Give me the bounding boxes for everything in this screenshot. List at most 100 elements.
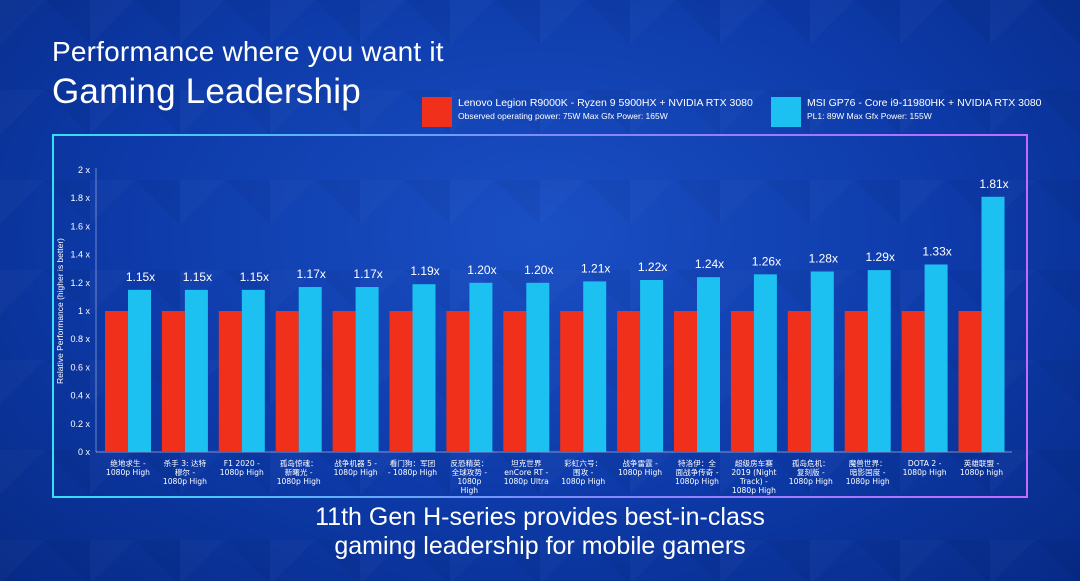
bar-msi [697, 277, 720, 452]
data-label: 1.19x [410, 264, 439, 278]
x-tick-label-line: 1080p [457, 477, 481, 486]
legend-sublabel: PL1: 89W Max Gfx Power: 155W [807, 111, 932, 121]
data-label: 1.17x [297, 267, 326, 281]
x-tick-label: 看门狗：军团- 1080p High [388, 458, 437, 477]
bar-msi [924, 264, 948, 452]
x-tick-label-line: Track) - [739, 477, 768, 486]
x-tick-label-line: 围攻 - [573, 467, 594, 477]
x-tick-label-line: 复刻版 - [797, 467, 825, 477]
x-tick-label: 绝地求生 -1080p High [106, 458, 150, 477]
x-tick-label-line: 看门狗：军团 [390, 458, 436, 468]
y-tick-label: 1.8 x [70, 193, 90, 203]
x-tick-label-line: 1080p high [960, 468, 1003, 477]
x-tick-label-line: - 1080p High [388, 468, 437, 477]
data-label: 1.24x [695, 257, 724, 271]
x-tick-label-line: 穆尔 - [175, 467, 196, 477]
y-tick-label: 0 x [78, 447, 91, 457]
bar-lenovo [617, 311, 641, 452]
data-label: 1.22x [638, 260, 667, 274]
bar-msi [412, 284, 436, 452]
x-tick-label-line: 1080p Ultra [504, 477, 549, 486]
x-tick-label: F1 2020 -1080p High [220, 459, 264, 477]
data-label: 1.81x [979, 177, 1008, 191]
x-tick-label-line: 孤岛惊魂： [280, 458, 318, 468]
data-label: 1.15x [240, 270, 269, 284]
x-tick-label-line: 1080p High [618, 468, 662, 477]
x-tick-label: DOTA 2 -1080p High [903, 459, 947, 477]
x-tick-label-line: 1080p High [220, 468, 264, 477]
x-tick-label-line: 1080p High [675, 477, 719, 486]
bar-msi [355, 287, 379, 452]
x-tick-label-line: 反恐精英： [450, 458, 488, 468]
data-label: 1.21x [581, 261, 610, 275]
x-tick-label-line: 1080p High [846, 477, 890, 486]
x-tick-label-line: 战争雷霆 - [622, 458, 658, 468]
x-tick-label-line: F1 2020 - [224, 459, 260, 468]
bar-lenovo [275, 311, 299, 452]
data-label: 1.15x [126, 270, 155, 284]
x-tick-label-line: 彩虹六号： [564, 458, 602, 468]
legend-label: Lenovo Legion R9000K - Ryzen 9 5900HX + … [458, 97, 753, 109]
y-tick-label: 1.2 x [70, 278, 90, 288]
bar-lenovo [787, 311, 811, 452]
bar-msi [981, 196, 1005, 452]
x-tick-label-line: enCore RT - [504, 468, 548, 477]
x-tick-label-line: 超级房车赛 [735, 458, 773, 468]
data-label: 1.17x [353, 267, 382, 281]
x-tick-label-line: 魔兽世界： [849, 458, 887, 468]
x-tick-label-line: 全球攻势 - [452, 467, 488, 477]
y-tick-label: 2 x [78, 165, 91, 175]
x-tick-label-line: 坦克世界 [511, 458, 542, 468]
bar-msi [298, 287, 322, 452]
legend-entry-msi: MSI GP76 - Core i9-11980HK + NVIDIA RTX … [771, 97, 1042, 127]
x-tick-label-line: 暗影国度 - [850, 467, 886, 477]
x-tick-label-line: 绝地求生 - [110, 458, 146, 468]
bar-msi [241, 289, 265, 452]
bar-lenovo [218, 311, 242, 452]
x-tick-label-line: 1080p High [732, 486, 776, 495]
x-tick-label: 孤岛惊魂：新曙光 -1080p High [277, 458, 321, 486]
x-tick-label: 战争机器 5 -1080p High [334, 458, 378, 477]
bar-lenovo [674, 311, 697, 452]
x-tick-label-line: 战争机器 5 - [334, 458, 377, 468]
bar-lenovo [161, 311, 185, 452]
x-tick-label: 孤岛危机：复刻版 -1080p High [789, 458, 833, 486]
legend-label: MSI GP76 - Core i9-11980HK + NVIDIA RTX … [807, 97, 1042, 109]
data-label: 1.28x [809, 252, 838, 266]
y-tick-label: 1.6 x [70, 221, 90, 231]
bar-lenovo [901, 311, 925, 452]
y-tick-label: 1 x [78, 306, 91, 316]
y-tick-label: 0.6 x [70, 362, 90, 372]
x-tick-label: 魔兽世界：暗影国度 -1080p High [846, 458, 890, 486]
tagline-line-2: gaming leadership for mobile gamers [334, 532, 746, 560]
x-tick-label-line: 1080p High [561, 477, 605, 486]
x-tick-label: 特洛伊：全面战争传奇 -1080p High [675, 458, 719, 486]
x-tick-label-line: High [461, 486, 479, 495]
x-tick-label: 超级房车赛 2019 (Night Track) -1080p High [731, 458, 776, 495]
x-tick-label-line: 1080p High [277, 477, 321, 486]
bar-lenovo [730, 311, 754, 452]
y-tick-label: 0.2 x [70, 419, 90, 429]
y-tick-label: 1.4 x [70, 250, 90, 260]
x-tick-label: 彩虹六号：围攻 -1080p High [561, 458, 605, 486]
x-tick-label-line: 2019 (Night [731, 468, 776, 477]
data-label: 1.26x [752, 254, 781, 268]
bar-msi [469, 282, 493, 452]
x-tick-label-line: 面战争传奇 - [675, 467, 718, 477]
legend-swatch-blue [771, 97, 801, 127]
data-label: 1.33x [922, 244, 951, 258]
bar-lenovo [389, 311, 413, 452]
y-tick-label: 0.8 x [70, 334, 90, 344]
bar-msi [867, 270, 891, 452]
x-tick-label-line: 1080p High [106, 468, 150, 477]
bar-lenovo [446, 311, 470, 452]
x-tick-label: 坦克世界 enCore RT -1080p Ultra [504, 458, 549, 486]
x-tick-label: 战争雷霆 -1080p High [618, 458, 662, 477]
x-tick-label: 英雄联盟 -1080p high [960, 458, 1003, 477]
bar-lenovo [560, 311, 584, 452]
x-tick-label-line: 新曙光 - [285, 467, 313, 477]
bar-lenovo [332, 311, 356, 452]
x-tick-label-line: 杀手 3: 达特 [164, 458, 207, 468]
bar-msi [583, 281, 607, 452]
